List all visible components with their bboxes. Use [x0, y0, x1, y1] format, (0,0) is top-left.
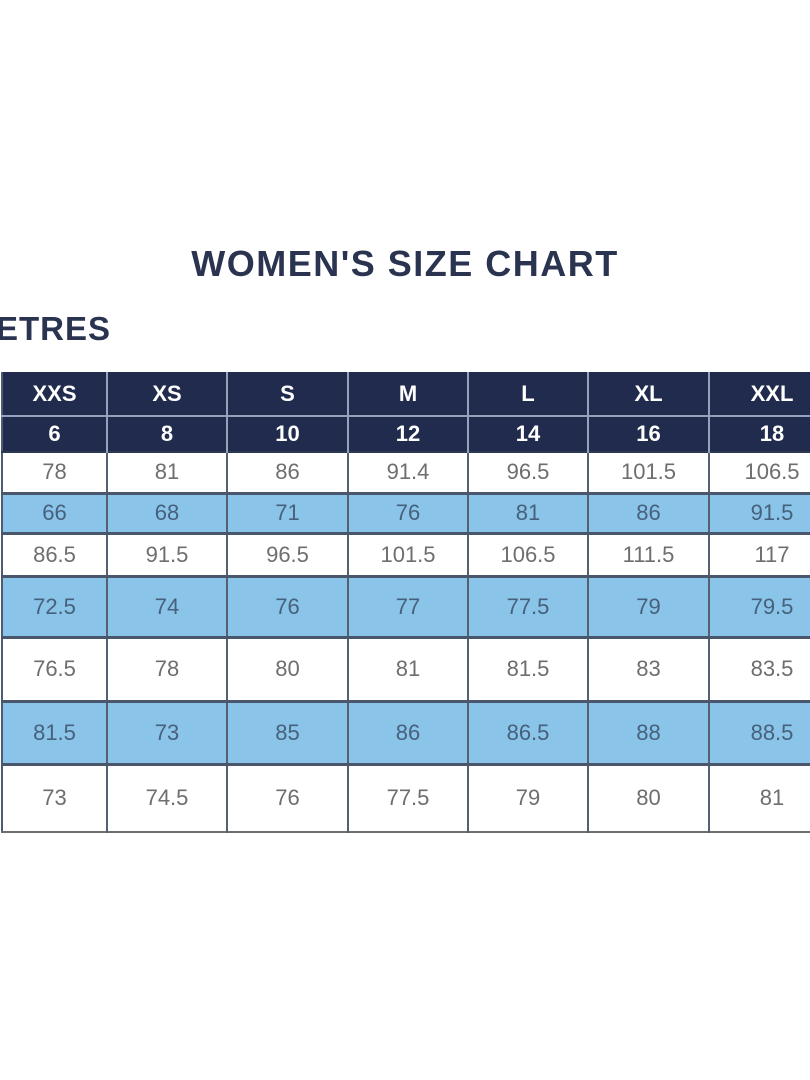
size-number-cell: 8: [106, 415, 227, 452]
size-number-row: 6 8 10 12 14 16 18: [2, 415, 810, 452]
size-label-cell: XL: [587, 372, 709, 416]
measurement-cell: 111.5: [587, 531, 709, 576]
measurement-cell: 79.5: [708, 574, 810, 637]
size-label-cell: XXS: [2, 372, 107, 416]
measurement-cell: 81.5: [467, 635, 588, 701]
measurement-cell: 74: [106, 574, 227, 637]
table-row: 78 81 86 91.4 96.5 101.5 106.5: [2, 451, 810, 493]
measurement-cell: 66: [2, 491, 107, 533]
size-label-cell: XXL: [708, 372, 810, 416]
size-label-row: XXS XS S M L XL XXL: [2, 372, 810, 416]
measurement-cell: 81.5: [2, 699, 107, 764]
size-number-cell: 14: [467, 415, 588, 452]
measurement-cell: 83: [587, 635, 709, 701]
table-row-highlighted: 81.5 73 85 86 86.5 88 88.5: [2, 699, 810, 764]
measurement-cell: 106.5: [708, 451, 810, 493]
size-label-cell: S: [226, 372, 348, 416]
measurement-cell: 91.5: [708, 491, 810, 533]
measurement-cell: 77.5: [347, 762, 468, 832]
measurement-cell: 81: [708, 762, 810, 832]
size-number-cell: 12: [347, 415, 468, 452]
measurement-cell: 79: [587, 574, 709, 637]
measurement-cell: 96.5: [226, 531, 348, 576]
measurement-cell: 86: [347, 699, 468, 764]
table-row: 73 74.5 76 77.5 79 80 81: [2, 762, 810, 832]
measurement-cell: 78: [2, 451, 107, 493]
unit-label: ETRES: [0, 310, 112, 347]
size-label-cell: M: [347, 372, 468, 416]
measurement-cell: 81: [347, 635, 468, 701]
measurement-cell: 76: [347, 491, 468, 533]
measurement-cell: 74.5: [106, 762, 227, 832]
measurement-cell: 86.5: [2, 531, 107, 576]
table-row-highlighted: 72.5 74 76 77 77.5 79 79.5: [2, 574, 810, 637]
measurement-cell: 83.5: [708, 635, 810, 701]
size-label-cell: L: [467, 372, 588, 416]
size-label-cell: XS: [106, 372, 227, 416]
measurement-cell: 79: [467, 762, 588, 832]
table-header: XXS XS S M L XL XXL 6 8 10 12 14 16 18: [2, 372, 810, 452]
measurement-cell: 77: [347, 574, 468, 637]
measurement-cell: 101.5: [587, 451, 709, 493]
measurement-cell: 78: [106, 635, 227, 701]
measurement-cell: 81: [467, 491, 588, 533]
measurement-cell: 96.5: [467, 451, 588, 493]
table-row: 76.5 78 80 81 81.5 83 83.5: [2, 635, 810, 701]
size-number-cell: 16: [587, 415, 709, 452]
measurement-cell: 76: [226, 762, 348, 832]
table-body: 78 81 86 91.4 96.5 101.5 106.5 66 68 71 76 81 86 91.5…: [2, 451, 810, 832]
page-title: WOMEN'S SIZE CHART: [191, 243, 619, 284]
measurement-cell: 86: [587, 491, 709, 533]
measurement-cell: 101.5: [347, 531, 468, 576]
measurement-cell: 77.5: [467, 574, 588, 637]
measurement-cell: 80: [587, 762, 709, 832]
measurement-cell: 73: [2, 762, 107, 832]
measurement-cell: 86: [226, 451, 348, 493]
measurement-cell: 68: [106, 491, 227, 533]
measurement-cell: 117: [708, 531, 810, 576]
size-number-cell: 18: [708, 415, 810, 452]
measurement-cell: 106.5: [467, 531, 588, 576]
measurement-cell: 80: [226, 635, 348, 701]
measurement-cell: 73: [106, 699, 227, 764]
size-chart-table: XXS XS S M L XL XXL 6 8 10 12 14 16 18 78 81 86 91.4 96.5…: [1, 372, 810, 833]
table-row: 86.5 91.5 96.5 101.5 106.5 111.5 117: [2, 531, 810, 576]
size-number-cell: 10: [226, 415, 348, 452]
measurement-cell: 76: [226, 574, 348, 637]
table-row-highlighted: 66 68 71 76 81 86 91.5: [2, 491, 810, 533]
measurement-cell: 88: [587, 699, 709, 764]
measurement-cell: 86.5: [467, 699, 588, 764]
size-number-cell: 6: [2, 415, 107, 452]
measurement-cell: 88.5: [708, 699, 810, 764]
measurement-cell: 71: [226, 491, 348, 533]
measurement-cell: 91.5: [106, 531, 227, 576]
measurement-cell: 91.4: [347, 451, 468, 493]
measurement-cell: 76.5: [2, 635, 107, 701]
measurement-cell: 72.5: [2, 574, 107, 637]
measurement-cell: 81: [106, 451, 227, 493]
measurement-cell: 85: [226, 699, 348, 764]
